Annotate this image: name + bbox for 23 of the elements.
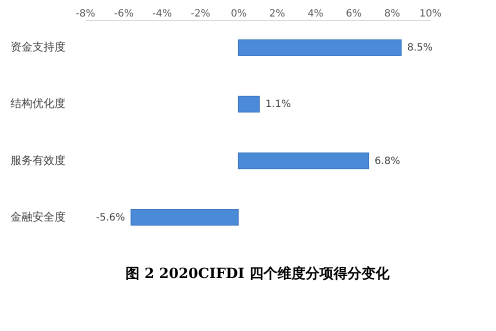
data-label: 6.8% [374,156,400,167]
y-tick-label: 服务有效度 [10,154,66,167]
x-tick-label: 2% [269,8,286,20]
bar [238,39,402,56]
x-tick-label: 8% [384,8,400,20]
x-tick-label: -4% [152,8,172,20]
x-tick-label: 0% [230,8,247,20]
x-tick-label: 10% [419,8,442,20]
x-tick-label: -8% [76,8,96,20]
data-label: 8.5% [407,42,433,54]
bar [238,96,260,113]
bar [238,152,370,170]
x-tick-label: -6% [114,8,134,20]
bar [130,208,239,226]
text: 图 2 2020CIFDI 四个维度分项得分变化 [126,265,390,282]
data-label: -5.6% [96,212,125,224]
data-label: 1.1% [265,99,291,110]
x-tick-label: 4% [308,8,324,20]
x-tick-label: 6% [346,8,362,20]
y-tick-label: 资金支持度 [10,40,66,54]
y-tick-label: 结构优化度 [10,97,66,110]
y-tick-label: 金融安全度 [10,210,66,224]
x-tick-label: -2% [190,8,210,20]
